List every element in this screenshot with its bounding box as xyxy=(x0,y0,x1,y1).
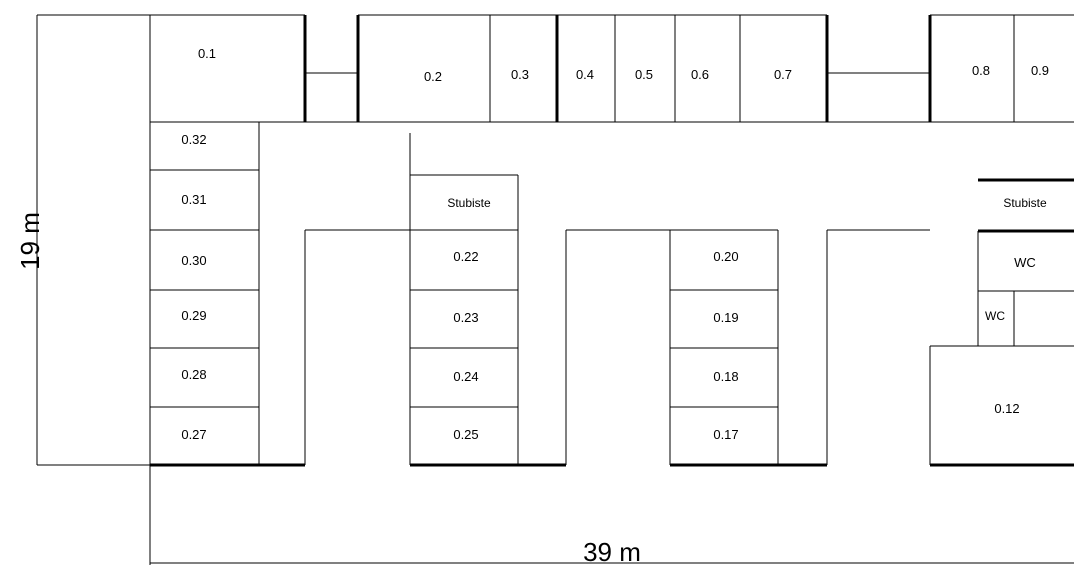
room-0-8-label: 0.8 xyxy=(972,63,990,78)
room-0-23-label: 0.23 xyxy=(453,310,478,325)
room-0-27-label: 0.27 xyxy=(181,427,206,442)
room-0-19-label: 0.19 xyxy=(713,310,738,325)
wc-large-label: WC xyxy=(1014,255,1036,270)
room-0-9-label: 0.9 xyxy=(1031,63,1049,78)
room-0-12-label: 0.12 xyxy=(994,401,1019,416)
walls-thick xyxy=(150,15,1074,467)
room-0-5-label: 0.5 xyxy=(635,67,653,82)
width-dimension-label: 39 m xyxy=(583,537,641,565)
walls-thin xyxy=(36,14,1074,565)
room-0-22-label: 0.22 xyxy=(453,249,478,264)
room-0-25-label: 0.25 xyxy=(453,427,478,442)
room-0-7-label: 0.7 xyxy=(774,67,792,82)
room-0-3-label: 0.3 xyxy=(511,67,529,82)
room-0-30-label: 0.30 xyxy=(181,253,206,268)
room-0-28-label: 0.28 xyxy=(181,367,206,382)
room-0-6-label: 0.6 xyxy=(691,67,709,82)
height-dimension-label: 19 m xyxy=(15,212,45,270)
room-0-4-label: 0.4 xyxy=(576,67,594,82)
room-0-24-label: 0.24 xyxy=(453,369,478,384)
room-0-1-label: 0.1 xyxy=(198,46,216,61)
room-0-32-label: 0.32 xyxy=(181,132,206,147)
stairs-left-label: Stubiste xyxy=(447,196,491,210)
room-0-2-label: 0.2 xyxy=(424,69,442,84)
stairs-right-label: Stubiste xyxy=(1003,196,1047,210)
wc-small-label: WC xyxy=(985,309,1005,323)
room-labels: 0.1 0.2 0.3 0.4 0.5 0.6 0.7 0.8 0.9 0.32… xyxy=(15,46,1049,565)
room-0-17-label: 0.17 xyxy=(713,427,738,442)
room-0-18-label: 0.18 xyxy=(713,369,738,384)
room-0-31-label: 0.31 xyxy=(181,192,206,207)
room-0-29-label: 0.29 xyxy=(181,308,206,323)
room-0-20-label: 0.20 xyxy=(713,249,738,264)
